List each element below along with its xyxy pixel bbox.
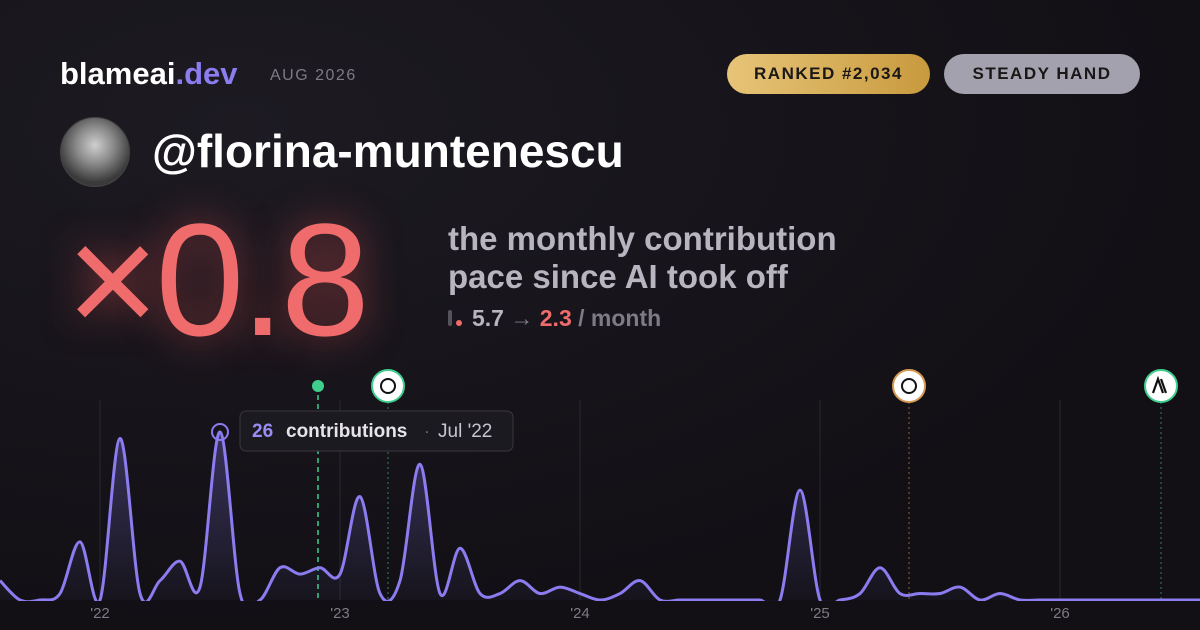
date: AUG 2026 xyxy=(270,67,357,84)
x-tick-label: '25 xyxy=(810,605,830,622)
openai-icon xyxy=(380,378,396,394)
pace-before: 5.7 xyxy=(472,305,504,331)
description-line: the monthly contribution xyxy=(448,220,837,257)
brand-tld: .dev xyxy=(175,56,238,91)
rank-badge: RANKED #2,034 xyxy=(727,54,930,94)
event-dot xyxy=(312,380,324,392)
tooltip-label: contributions xyxy=(286,421,407,442)
pace-icon xyxy=(448,310,452,326)
tooltip-value: 26 xyxy=(252,421,273,442)
tooltip-date: Jul '22 xyxy=(438,421,492,442)
brand: blameai.dev xyxy=(60,56,237,92)
multiplier: ×0.8 xyxy=(66,190,370,369)
x-tick-label: '24 xyxy=(570,605,590,622)
tooltip-separator: · xyxy=(424,421,430,440)
x-tick-label: '23 xyxy=(330,605,350,622)
anthropic-icon xyxy=(1151,375,1168,394)
pace-after: 2.3 xyxy=(539,305,572,331)
highlight-point xyxy=(211,423,229,441)
pace-icon xyxy=(456,320,462,326)
x-tick-label: '22 xyxy=(90,605,110,622)
openai-icon xyxy=(901,378,917,394)
pace-unit: / month xyxy=(578,305,662,331)
style-badge: STEADY HAND xyxy=(944,54,1140,94)
pace: 5.7 → 2.3 / month xyxy=(448,305,661,332)
arrow: → xyxy=(510,305,534,331)
handle: @florina-muntenescu xyxy=(152,125,624,177)
line xyxy=(0,430,1200,601)
openai-icon xyxy=(371,369,405,403)
brand-name: blameai xyxy=(60,56,176,91)
description: the monthly contribution pace since AI t… xyxy=(448,220,837,296)
tooltip xyxy=(239,410,514,452)
description-line: pace since AI took off xyxy=(448,258,788,295)
area xyxy=(0,431,1200,601)
openai-icon xyxy=(892,369,926,403)
x-tick-label: '26 xyxy=(1050,605,1070,622)
avatar xyxy=(60,117,130,187)
